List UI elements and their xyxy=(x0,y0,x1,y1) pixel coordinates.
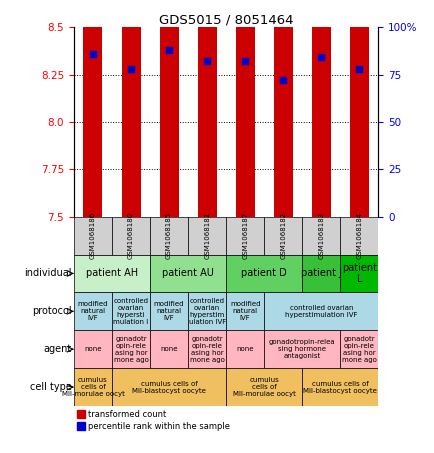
Bar xyxy=(349,135,368,217)
Bar xyxy=(263,330,339,368)
Bar xyxy=(159,33,178,217)
Bar xyxy=(74,292,112,330)
Bar xyxy=(302,368,378,406)
Bar xyxy=(74,330,112,368)
Text: patient AU: patient AU xyxy=(162,269,214,279)
Text: controlled
ovarian
hyperstim
ulation IVF: controlled ovarian hyperstim ulation IVF xyxy=(188,298,225,325)
Bar xyxy=(339,255,378,292)
Bar xyxy=(197,0,216,217)
Bar xyxy=(273,0,292,217)
Text: gonadotr
opin-rele
asing hor
mone ago: gonadotr opin-rele asing hor mone ago xyxy=(341,336,376,363)
Bar xyxy=(226,292,263,330)
Bar xyxy=(339,217,378,255)
Bar xyxy=(150,292,188,330)
Text: none: none xyxy=(236,346,253,352)
Bar xyxy=(187,330,226,368)
Text: patient J: patient J xyxy=(300,269,341,279)
Text: GSM1068187: GSM1068187 xyxy=(242,212,248,259)
Text: gonadotr
opin-rele
asing hor
mone ago: gonadotr opin-rele asing hor mone ago xyxy=(189,336,224,363)
Text: GSM1068181: GSM1068181 xyxy=(204,212,210,259)
Bar xyxy=(263,292,378,330)
Text: GSM1068183: GSM1068183 xyxy=(318,212,324,259)
Text: modified
natural
IVF: modified natural IVF xyxy=(230,301,260,321)
Bar xyxy=(187,292,226,330)
Text: none: none xyxy=(84,346,102,352)
Text: GSM1068185: GSM1068185 xyxy=(166,212,172,259)
Text: cell type: cell type xyxy=(30,382,72,392)
Bar xyxy=(150,217,188,255)
Bar xyxy=(311,0,330,217)
Bar xyxy=(112,368,226,406)
Text: protocol: protocol xyxy=(33,306,72,316)
Text: GSM1068184: GSM1068184 xyxy=(355,212,362,259)
Bar xyxy=(349,0,368,217)
Bar xyxy=(74,217,112,255)
Bar xyxy=(197,93,216,217)
Bar xyxy=(112,217,150,255)
Legend: transformed count, percentile rank within the sample: transformed count, percentile rank withi… xyxy=(78,410,230,431)
Bar xyxy=(235,84,254,217)
Text: controlled
ovarian
hypersti
mulation I: controlled ovarian hypersti mulation I xyxy=(113,298,148,325)
Text: gonadotr
opin-rele
asing hor
mone ago: gonadotr opin-rele asing hor mone ago xyxy=(113,336,148,363)
Text: cumulus
cells of
MII-morulae oocyt: cumulus cells of MII-morulae oocyt xyxy=(61,377,124,397)
Bar xyxy=(83,42,102,217)
Bar xyxy=(150,255,226,292)
Text: none: none xyxy=(160,346,178,352)
Text: GSM1068186: GSM1068186 xyxy=(90,212,96,259)
Bar xyxy=(226,217,263,255)
Bar xyxy=(226,330,263,368)
Text: gonadotropin-relea
sing hormone
antagonist: gonadotropin-relea sing hormone antagoni… xyxy=(268,339,335,359)
Text: modified
natural
IVF: modified natural IVF xyxy=(78,301,108,321)
Title: GDS5015 / 8051464: GDS5015 / 8051464 xyxy=(158,13,293,26)
Bar xyxy=(302,217,339,255)
Bar xyxy=(235,0,254,217)
Text: patient AH: patient AH xyxy=(86,269,138,279)
Bar xyxy=(273,184,292,217)
Bar xyxy=(112,330,150,368)
Bar xyxy=(121,162,140,217)
Text: patient
L: patient L xyxy=(341,263,376,284)
Bar xyxy=(74,255,150,292)
Bar xyxy=(226,255,302,292)
Bar xyxy=(187,217,226,255)
Bar xyxy=(226,368,302,406)
Bar xyxy=(302,255,339,292)
Bar xyxy=(159,0,178,217)
Text: cumulus
cells of
MII-morulae oocyt: cumulus cells of MII-morulae oocyt xyxy=(232,377,295,397)
Bar xyxy=(311,46,330,217)
Bar xyxy=(150,330,188,368)
Bar xyxy=(112,292,150,330)
Bar xyxy=(83,0,102,217)
Text: GSM1068182: GSM1068182 xyxy=(279,212,286,259)
Text: cumulus cells of
MII-blastocyst oocyte: cumulus cells of MII-blastocyst oocyte xyxy=(303,381,376,394)
Bar xyxy=(121,0,140,217)
Text: GSM1068180: GSM1068180 xyxy=(128,212,134,259)
Text: agent: agent xyxy=(44,344,72,354)
Bar xyxy=(74,368,112,406)
Text: cumulus cells of
MII-blastocyst oocyte: cumulus cells of MII-blastocyst oocyte xyxy=(132,381,206,394)
Bar xyxy=(339,330,378,368)
Text: modified
natural
IVF: modified natural IVF xyxy=(154,301,184,321)
Text: patient D: patient D xyxy=(241,269,286,279)
Text: controlled ovarian
hyperstimulation IVF: controlled ovarian hyperstimulation IVF xyxy=(284,305,357,318)
Bar xyxy=(263,217,302,255)
Text: individual: individual xyxy=(24,269,72,279)
